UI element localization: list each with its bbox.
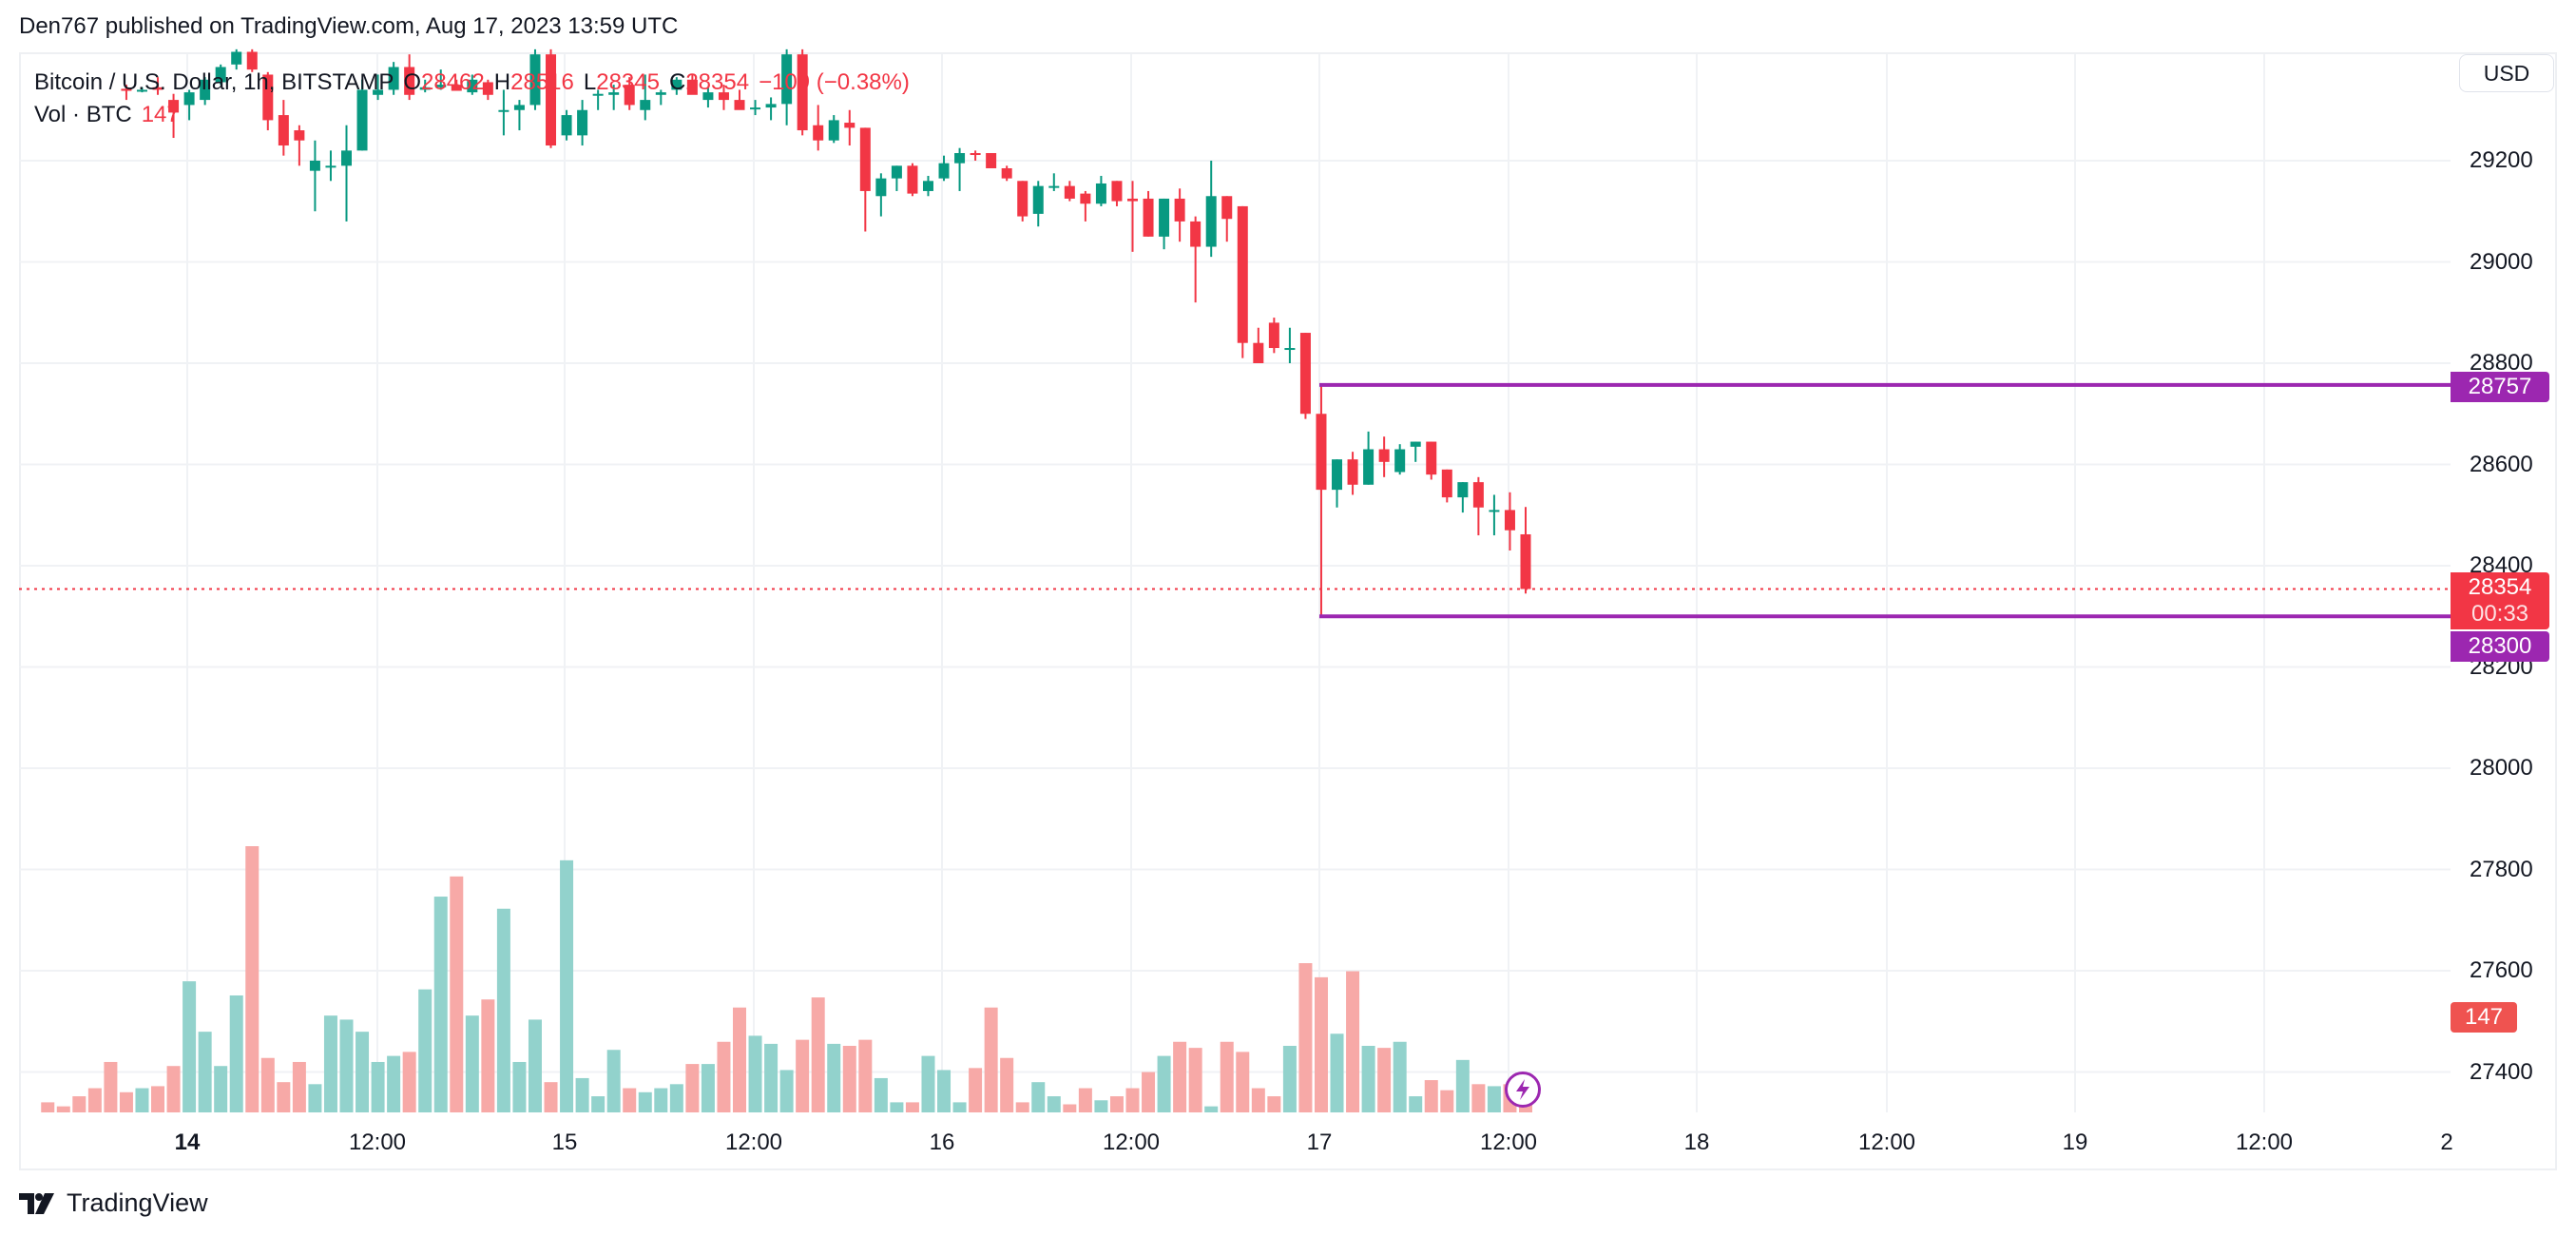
high-label: H (493, 69, 511, 95)
bar-countdown: 00:33 (2470, 601, 2529, 627)
volume-label[interactable]: Vol · BTC (34, 102, 132, 127)
open-value: 28462 (421, 69, 485, 95)
price-tick-label: 29000 (2470, 248, 2533, 275)
price-tick-label: 28000 (2470, 755, 2533, 781)
time-tick-label: 12:00 (1479, 1130, 1538, 1155)
chart-legend: Bitcoin / U.S. Dollar, 1h, BITSTAMP O284… (34, 67, 910, 131)
price-tick-label: 29200 (2470, 147, 2533, 173)
time-tick-label: 16 (929, 1130, 955, 1155)
price-tick-label: 27800 (2470, 856, 2533, 882)
volume-bars (41, 846, 1532, 1112)
volume-value: 147 (141, 102, 180, 127)
time-tick-label: 12:00 (1102, 1130, 1161, 1155)
close-value: 28354 (685, 69, 750, 95)
price-tick-label: 27400 (2470, 1058, 2533, 1085)
time-tick-label: 12:00 (724, 1130, 783, 1155)
price-tick-label: 27600 (2470, 957, 2533, 983)
tradingview-logo[interactable]: TradingView (19, 1188, 208, 1218)
time-tick-label: 12:00 (2235, 1130, 2294, 1155)
grid-lines (19, 54, 2451, 1112)
last-price-tag: 28354 00:33 (2451, 572, 2549, 629)
currency-button[interactable]: USD (2459, 54, 2554, 92)
symbol-name[interactable]: Bitcoin / U.S. Dollar, 1h, BITSTAMP (34, 69, 394, 95)
upper-level-tag: 28757 (2451, 372, 2549, 402)
time-tick-label: 2 (2440, 1130, 2453, 1155)
symbol-row: Bitcoin / U.S. Dollar, 1h, BITSTAMP O284… (34, 67, 910, 99)
candlesticks (121, 48, 1531, 617)
low-value: 28345 (596, 69, 660, 95)
high-value: 28516 (510, 69, 574, 95)
last-price-value: 28354 (2468, 574, 2532, 600)
close-label: C (668, 69, 686, 95)
published-caption: Den767 published on TradingView.com, Aug… (19, 13, 679, 39)
lightning-icon[interactable] (1505, 1072, 1541, 1108)
time-tick-label: 12:00 (1857, 1130, 1916, 1155)
brand-name: TradingView (67, 1188, 208, 1217)
time-tick-label: 18 (1683, 1130, 1710, 1155)
change-value: −109 (−0.38%) (759, 69, 910, 95)
price-levels (19, 382, 2451, 619)
volume-tag: 147 (2451, 1002, 2517, 1033)
time-tick-label: 17 (1306, 1130, 1333, 1155)
volume-row: Vol · BTC 147 (34, 99, 910, 131)
time-tick-label: 15 (551, 1130, 578, 1155)
time-tick-label: 19 (2062, 1130, 2088, 1155)
open-label: O (403, 69, 422, 95)
low-label: L (583, 69, 597, 95)
time-tick-label: 14 (174, 1130, 201, 1155)
lower-level-tag: 28300 (2451, 631, 2549, 662)
price-tick-label: 28800 (2470, 350, 2533, 376)
chart-frame (19, 52, 2557, 1170)
tradingview-logo-icon (19, 1192, 54, 1214)
price-tick-label: 28600 (2470, 451, 2533, 477)
time-tick-label: 12:00 (348, 1130, 407, 1155)
